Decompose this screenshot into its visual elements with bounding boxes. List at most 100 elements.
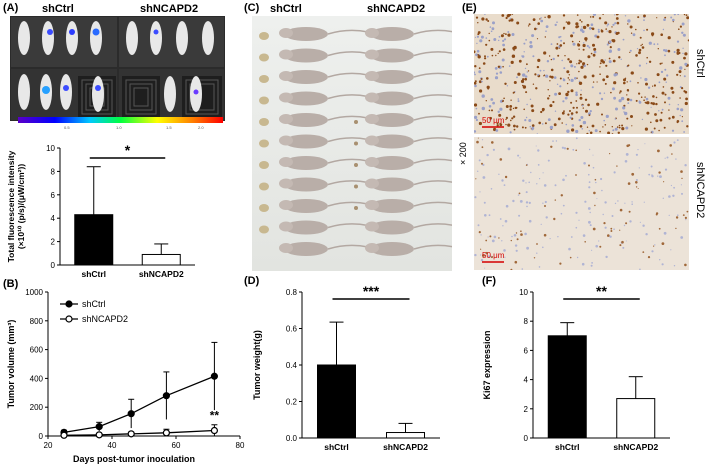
legend-marker-1: [65, 315, 73, 323]
stained-nucleus: [569, 60, 573, 64]
stained-nucleus: [637, 188, 639, 189]
mouse-tail: [413, 158, 452, 164]
stained-nucleus: [627, 65, 629, 67]
stained-nucleus: [488, 32, 490, 35]
mouse-tail: [327, 94, 369, 100]
stained-nucleus: [584, 98, 588, 102]
bar-1: [616, 398, 656, 439]
mouse-body: [370, 113, 414, 127]
stained-nucleus: [645, 82, 648, 86]
group-label-a-shncapd2: shNCAPD2: [140, 3, 199, 15]
stained-nucleus: [645, 233, 648, 236]
stained-nucleus: [567, 113, 570, 116]
tumor-shncapd2: [354, 120, 358, 124]
stained-nucleus: [502, 39, 505, 42]
stained-nucleus: [647, 86, 651, 89]
mouse-tail: [413, 244, 452, 250]
stained-nucleus: [591, 249, 593, 251]
x-tick-label: 60: [172, 441, 181, 450]
stained-nucleus: [681, 177, 683, 180]
stained-nucleus: [540, 19, 544, 23]
stained-nucleus: [536, 28, 538, 30]
stained-nucleus: [673, 51, 676, 53]
stained-nucleus: [602, 126, 604, 128]
mouse-head: [365, 243, 379, 253]
stained-nucleus: [552, 57, 555, 61]
stained-nucleus: [590, 23, 594, 26]
stained-nucleus: [629, 220, 632, 223]
stained-nucleus: [525, 75, 528, 78]
stained-nucleus: [683, 14, 686, 16]
stained-nucleus: [484, 57, 487, 60]
stained-nucleus: [543, 184, 547, 187]
stained-nucleus: [497, 65, 501, 68]
y-axis-label: Tumor volume (mm³): [6, 320, 16, 409]
stained-nucleus: [498, 35, 501, 38]
stained-nucleus: [618, 99, 622, 103]
stained-nucleus: [513, 128, 516, 131]
y-tick-label: 0.8: [286, 288, 298, 297]
mouse-tail: [327, 201, 369, 207]
stained-nucleus: [594, 129, 598, 133]
stained-nucleus: [525, 116, 528, 119]
stained-nucleus: [613, 96, 616, 100]
stained-nucleus: [503, 184, 506, 186]
stained-nucleus: [657, 175, 659, 177]
stained-nucleus: [608, 49, 612, 53]
stained-nucleus: [581, 128, 584, 130]
stained-nucleus: [569, 110, 571, 112]
stained-nucleus: [581, 30, 585, 33]
scale-bar-label-top: 50 μm: [482, 116, 505, 125]
mouse-body: [370, 220, 414, 235]
stained-nucleus: [510, 99, 512, 101]
stained-nucleus: [650, 102, 653, 105]
stained-nucleus: [482, 254, 485, 257]
stained-nucleus: [493, 235, 497, 239]
stained-nucleus: [495, 54, 497, 57]
stained-nucleus: [475, 107, 478, 110]
stained-nucleus: [478, 159, 481, 162]
stained-nucleus: [540, 223, 542, 225]
group-label-c-shctrl: shCtrl: [270, 3, 302, 15]
stained-nucleus: [476, 140, 479, 144]
stained-nucleus: [550, 58, 553, 61]
stained-nucleus: [567, 90, 570, 94]
stained-nucleus: [582, 234, 586, 237]
ihc-image-shctrl: 50 μm: [474, 14, 689, 134]
stained-nucleus: [629, 80, 632, 83]
stained-nucleus: [514, 46, 517, 50]
stained-nucleus: [517, 154, 520, 157]
y-tick-label: 0.2: [286, 398, 298, 407]
stained-nucleus: [681, 120, 684, 123]
stained-nucleus: [623, 111, 625, 113]
panel-label-a: (A): [3, 2, 19, 14]
stained-nucleus: [661, 263, 664, 266]
stained-nucleus: [507, 147, 511, 151]
mouse-shctrl: [279, 27, 369, 41]
stained-nucleus: [503, 32, 505, 35]
stained-nucleus: [627, 182, 631, 185]
ihc-image-shncapd2: 50 μm: [474, 137, 689, 270]
chart-a-fluorescence: 0 2 4 6 8 10 shCtrl shNCAPD2 * Total fluorescence…: [6, 142, 195, 279]
stained-nucleus: [604, 82, 607, 85]
stained-nucleus: [626, 98, 630, 101]
stained-nucleus: [544, 122, 547, 125]
stained-nucleus: [505, 33, 507, 35]
stained-nucleus: [579, 125, 583, 128]
stained-nucleus: [615, 14, 619, 16]
stained-nucleus: [669, 144, 672, 147]
stained-nucleus: [676, 51, 679, 54]
stained-nucleus: [578, 219, 580, 221]
bar-0: [74, 214, 114, 266]
stained-nucleus: [682, 214, 685, 216]
mouse-body: [370, 242, 414, 256]
stained-nucleus: [499, 218, 502, 220]
y-axis-label-line1: Total fluorescence intensity: [6, 150, 16, 262]
stained-nucleus: [615, 73, 618, 76]
stained-nucleus: [481, 17, 485, 21]
stained-nucleus: [488, 105, 492, 108]
panel-label-f: (F): [482, 275, 497, 287]
stained-nucleus: [544, 205, 546, 207]
stained-nucleus: [650, 165, 653, 168]
stained-nucleus: [587, 103, 590, 107]
